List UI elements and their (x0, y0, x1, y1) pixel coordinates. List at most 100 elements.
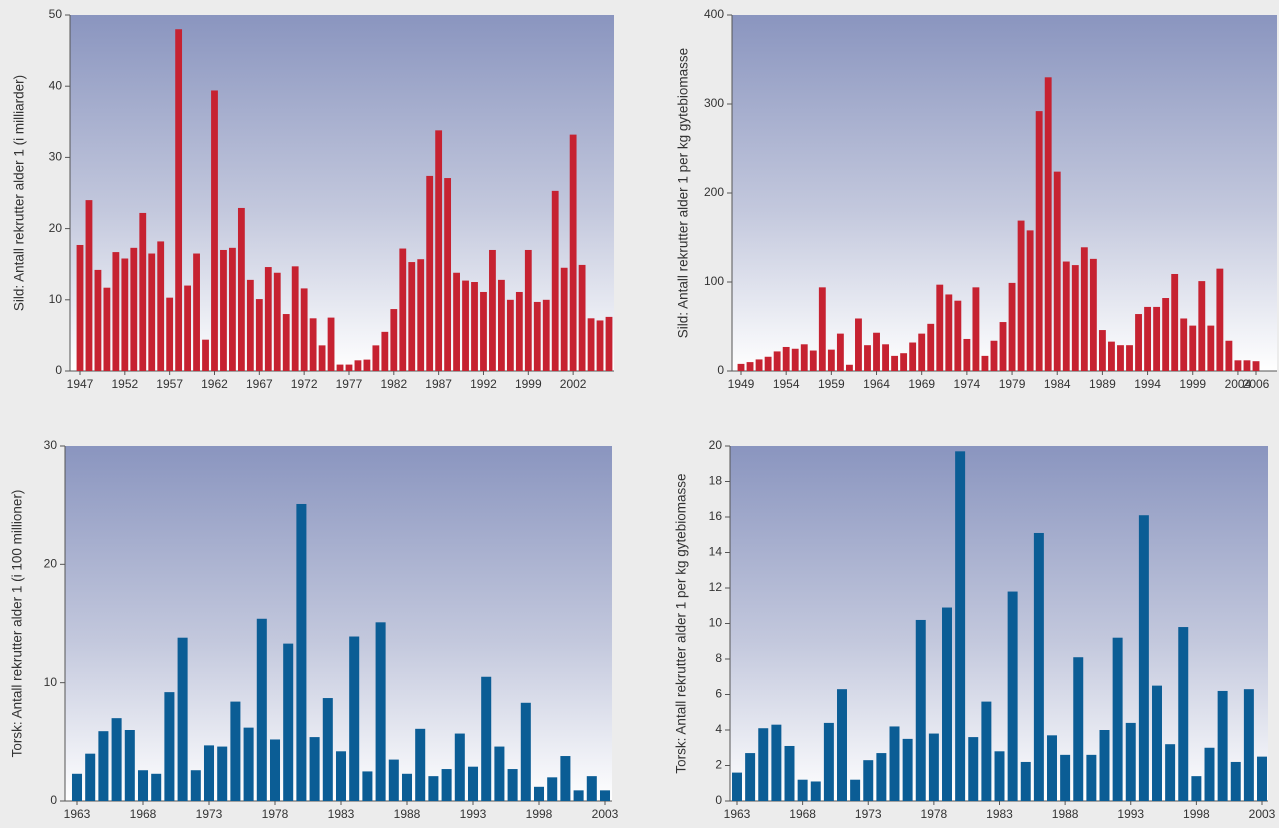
bar (745, 753, 756, 801)
bar (85, 753, 96, 801)
bar (1073, 657, 1084, 801)
x-tick-label: 2004 (1225, 377, 1252, 391)
bar (809, 350, 817, 371)
bar (166, 297, 174, 371)
bar (139, 212, 147, 371)
bar (336, 364, 344, 371)
bar (1162, 298, 1170, 371)
x-tick-label: 1973 (855, 807, 882, 821)
bar (972, 287, 980, 371)
bar (426, 175, 434, 371)
bar (481, 676, 492, 801)
bar (596, 320, 604, 371)
bar (283, 643, 294, 801)
bar (889, 726, 900, 801)
bar (999, 322, 1007, 371)
bar (810, 781, 821, 801)
bar (217, 746, 228, 801)
bar (76, 244, 84, 371)
bar (1252, 361, 1260, 371)
bar (533, 786, 545, 801)
bar (220, 249, 227, 371)
bar (112, 252, 120, 371)
bar (797, 779, 808, 801)
bar (467, 766, 479, 801)
bar (71, 773, 83, 801)
bar (1117, 345, 1124, 371)
bar (823, 722, 834, 801)
bar (533, 301, 541, 371)
bar (936, 284, 944, 371)
y-tick-label: 20 (709, 438, 723, 452)
bar (372, 345, 380, 371)
bar (900, 353, 908, 371)
y-tick-label: 30 (49, 150, 63, 164)
bar (1152, 685, 1162, 801)
bar (1086, 754, 1097, 801)
bar (850, 779, 861, 801)
x-tick-label: 1994 (1134, 377, 1161, 391)
y-tick-label: 50 (49, 7, 63, 21)
x-tick-label: 1983 (328, 807, 355, 821)
x-tick-label: 1969 (908, 377, 935, 391)
bar (918, 333, 926, 371)
bar (586, 776, 597, 801)
bar (1126, 345, 1133, 371)
bar (873, 332, 880, 371)
bar (1225, 340, 1233, 371)
bar (1071, 265, 1079, 371)
x-tick-label: 1957 (156, 377, 183, 391)
bar (1089, 258, 1097, 371)
bar (309, 737, 320, 801)
bar (1044, 77, 1052, 372)
x-tick-label: 1968 (789, 807, 816, 821)
bar (1060, 754, 1071, 801)
y-axis-title: Sild: Antall rekrutter alder 1 per kg gy… (676, 48, 691, 338)
bar (968, 737, 979, 801)
bar (349, 636, 360, 801)
bar (408, 262, 416, 371)
bar (98, 731, 109, 801)
bar (1216, 268, 1224, 371)
bar (837, 689, 847, 801)
y-tick-label: 0 (55, 363, 62, 377)
bar (1180, 318, 1188, 371)
bar (551, 190, 559, 371)
bar (1062, 261, 1070, 371)
bar (506, 299, 514, 371)
bar (322, 698, 333, 801)
bar (1098, 330, 1106, 371)
x-tick-label: 1947 (67, 377, 94, 391)
bar (137, 770, 149, 801)
bar (764, 356, 772, 371)
y-tick-label: 400 (704, 7, 724, 21)
bar (1112, 637, 1123, 801)
bar (927, 323, 935, 371)
bar (1080, 247, 1088, 371)
x-tick-label: 1974 (954, 377, 981, 391)
bar (915, 619, 926, 801)
y-tick-label: 10 (44, 675, 58, 689)
bar (942, 607, 952, 801)
bar (151, 773, 162, 801)
bar (399, 248, 407, 371)
bar (354, 360, 362, 371)
bar (1204, 747, 1215, 801)
bar (515, 291, 523, 371)
bar (524, 249, 532, 371)
bar (1053, 171, 1061, 371)
bar (497, 279, 505, 371)
bar (1144, 306, 1152, 371)
bar (1007, 591, 1018, 801)
bar (318, 345, 326, 371)
y-tick-label: 200 (704, 185, 724, 199)
bar (981, 701, 992, 801)
x-tick-label: 1998 (526, 807, 553, 821)
bar (1234, 360, 1242, 371)
x-tick-label: 1993 (460, 807, 487, 821)
x-tick-label: 1964 (863, 377, 890, 391)
bar (335, 751, 347, 801)
bar (876, 753, 887, 801)
bar (94, 269, 102, 371)
